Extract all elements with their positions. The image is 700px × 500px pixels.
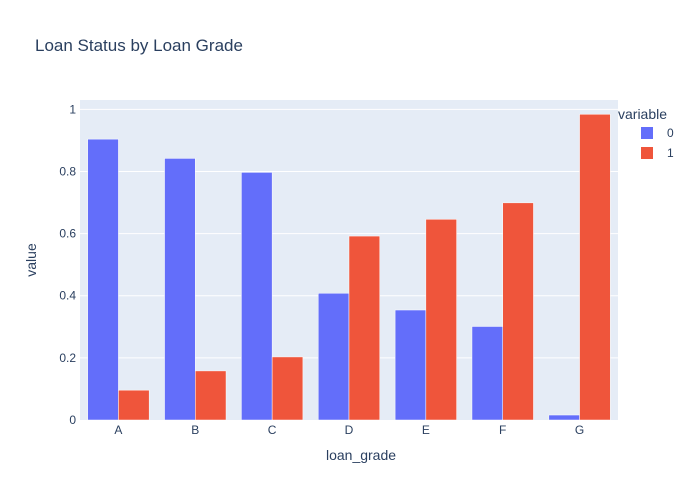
y-tick-label: 0.4 bbox=[59, 289, 76, 303]
bar-G-series-0 bbox=[548, 414, 580, 421]
bar-E-series-1 bbox=[425, 219, 457, 421]
x-tick-label: B bbox=[191, 423, 199, 437]
legend-label: 1 bbox=[667, 146, 674, 160]
bar-C-series-0 bbox=[241, 172, 273, 421]
x-tick-label: G bbox=[575, 423, 584, 437]
bar-G-series-1 bbox=[579, 114, 611, 421]
bar-F-series-0 bbox=[471, 326, 503, 421]
bar-F-series-1 bbox=[502, 202, 534, 421]
legend: variable 0 1 bbox=[618, 106, 674, 160]
bar-A-series-0 bbox=[87, 138, 119, 421]
y-tick-label: 1 bbox=[69, 102, 76, 116]
y-axis-ticks: 0 0.2 0.4 0.6 0.8 1 bbox=[59, 102, 76, 427]
x-tick-label: A bbox=[114, 423, 122, 437]
y-tick-label: 0.6 bbox=[59, 227, 76, 241]
y-tick-label: 0 bbox=[69, 413, 76, 427]
legend-swatch bbox=[641, 147, 653, 159]
legend-swatch bbox=[641, 127, 653, 139]
x-tick-label: C bbox=[268, 423, 277, 437]
y-tick-label: 0.2 bbox=[59, 351, 76, 365]
bars bbox=[87, 114, 611, 421]
bar-D-series-1 bbox=[348, 235, 380, 421]
y-tick-label: 0.8 bbox=[59, 164, 76, 178]
bar-C-series-1 bbox=[271, 356, 304, 421]
bar-A-series-1 bbox=[118, 389, 150, 421]
chart-title: Loan Status by Loan Grade bbox=[35, 36, 243, 55]
x-tick-label: E bbox=[422, 423, 430, 437]
legend-title: variable bbox=[618, 106, 667, 122]
x-tick-label: D bbox=[345, 423, 354, 437]
legend-label: 0 bbox=[667, 126, 674, 140]
bar-E-series-0 bbox=[394, 309, 427, 421]
x-axis-ticks: A B C D E F G bbox=[114, 423, 584, 437]
y-axis-title: value bbox=[23, 243, 39, 277]
bar-D-series-0 bbox=[318, 292, 350, 421]
bar-B-series-1 bbox=[195, 370, 227, 421]
x-tick-label: F bbox=[499, 423, 506, 437]
bar-B-series-0 bbox=[164, 158, 196, 421]
x-axis-title: loan_grade bbox=[326, 447, 396, 463]
